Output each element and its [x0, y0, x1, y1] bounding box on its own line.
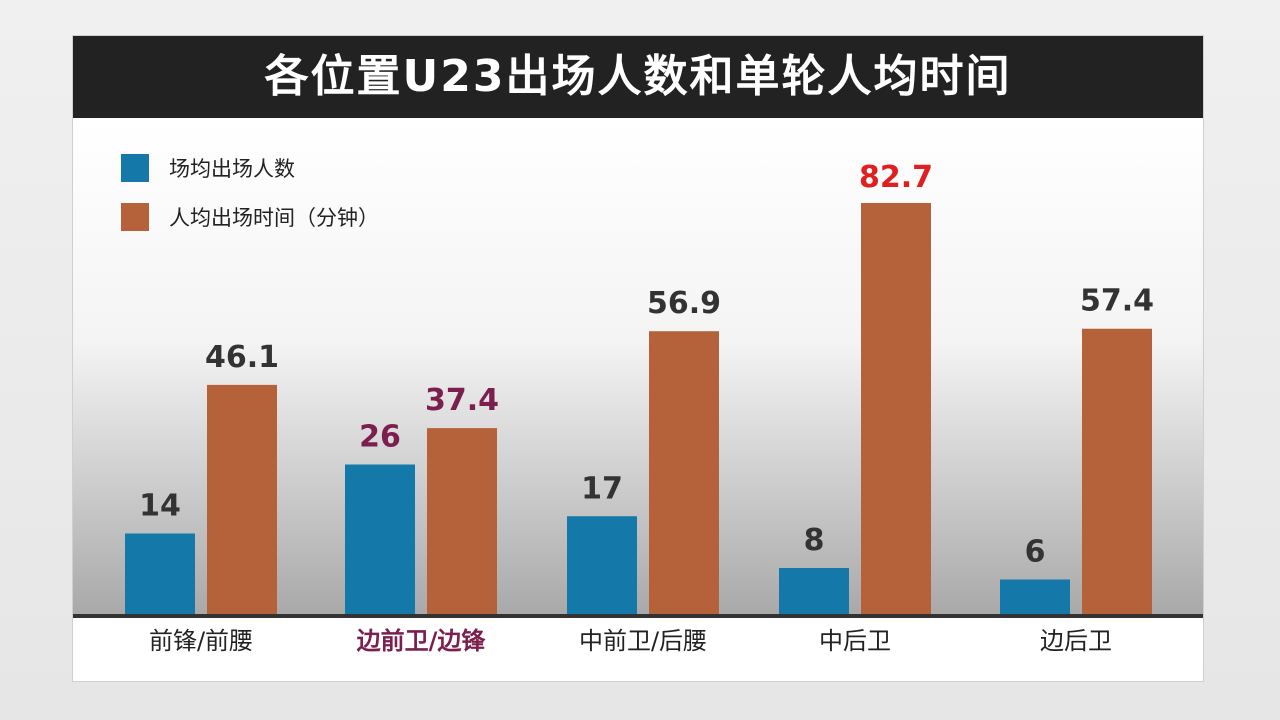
bar-minutes-3 [861, 202, 931, 614]
value-label-minutes-2: 56.9 [647, 286, 721, 321]
value-labels: 14 46.1 26 37.4 17 56.9 8 82.7 6 57.4 [139, 160, 1154, 570]
value-label-players-3: 8 [804, 523, 825, 558]
category-label-0: 前锋/前腰 [149, 627, 253, 655]
bar-minutes-4 [1082, 328, 1152, 614]
bars [125, 202, 1152, 614]
bar-players-3 [779, 568, 849, 614]
value-label-minutes-3: 82.7 [859, 160, 933, 195]
legend: 场均出场人数 人均出场时间（分钟） [121, 154, 379, 231]
bar-players-1 [345, 464, 415, 614]
category-label-1: 边前卫/边锋 [357, 627, 487, 655]
category-label-4: 边后卫 [1040, 627, 1112, 655]
value-label-players-0: 14 [139, 489, 181, 524]
value-label-players-4: 6 [1025, 535, 1046, 570]
legend-swatch-blue [121, 154, 149, 182]
bar-minutes-2 [649, 331, 719, 614]
value-label-minutes-1: 37.4 [425, 383, 499, 418]
chart-panel: 各位置U23出场人数和单轮人均时间 场均出场人数 人均出场时间（分钟） 14 46… [72, 35, 1204, 682]
bar-minutes-1 [427, 428, 497, 614]
value-label-players-1: 26 [359, 420, 401, 455]
category-labels: 前锋/前腰 边前卫/边锋 中前卫/后腰 中后卫 边后卫 [149, 627, 1112, 655]
bar-chart: 场均出场人数 人均出场时间（分钟） 14 46.1 26 37.4 17 56.9 8 82.… [73, 118, 1203, 655]
value-label-players-2: 17 [581, 471, 623, 506]
chart-title: 各位置U23出场人数和单轮人均时间 [73, 36, 1203, 118]
bar-players-4 [1000, 579, 1070, 614]
legend-label-minutes: 人均出场时间（分钟） [169, 206, 379, 230]
bar-minutes-0 [207, 384, 277, 614]
bar-players-2 [567, 516, 637, 614]
legend-swatch-orange [121, 203, 149, 231]
category-label-2: 中前卫/后腰 [579, 627, 707, 655]
value-label-minutes-4: 57.4 [1080, 284, 1154, 319]
legend-label-players: 场均出场人数 [169, 157, 295, 181]
category-label-3: 中后卫 [819, 627, 891, 655]
bar-players-0 [125, 533, 195, 614]
value-label-minutes-0: 46.1 [205, 340, 279, 375]
baseline [73, 614, 1203, 618]
